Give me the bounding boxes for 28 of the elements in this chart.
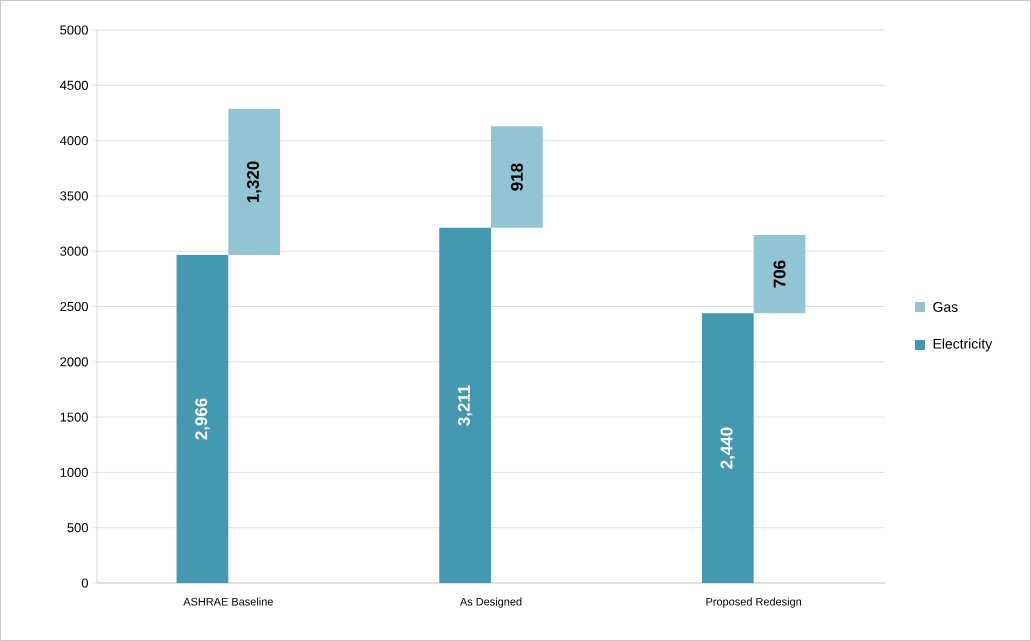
data-label: 918 [510,163,523,191]
data-label: 2,440 [720,427,736,469]
y-tick-label: 2000 [60,357,88,367]
y-tick-label: 4500 [59,80,88,90]
y-tick-label: 3000 [60,246,88,256]
y-tick-label: 5000 [60,25,88,35]
bar [701,313,754,583]
y-tick-label: 0 [81,578,88,588]
data-label: 1,320 [246,161,262,203]
data-label: 3,211 [457,385,473,426]
x-tick-label: ASHRAE Baseline [183,597,273,606]
legend-label: Electricity [933,338,993,352]
x-tick-label: Proposed Redesign [706,597,802,608]
legend-label: Gas [933,302,958,312]
y-tick-label: 1000 [60,467,88,477]
x-tick-label: As Designed [459,597,522,608]
bar [491,126,543,228]
y-tick-label: 2500 [60,301,88,312]
bar [176,254,229,583]
y-tick-label: 4000 [59,136,88,146]
y-tick-label: 500 [67,523,88,533]
data-label: 706 [773,260,786,288]
bar [753,235,806,314]
bar [439,227,491,583]
bar [228,108,281,255]
y-tick-label: 3500 [60,191,88,201]
y-tick-label: 1500 [60,412,88,422]
data-label: 2,966 [195,398,210,440]
